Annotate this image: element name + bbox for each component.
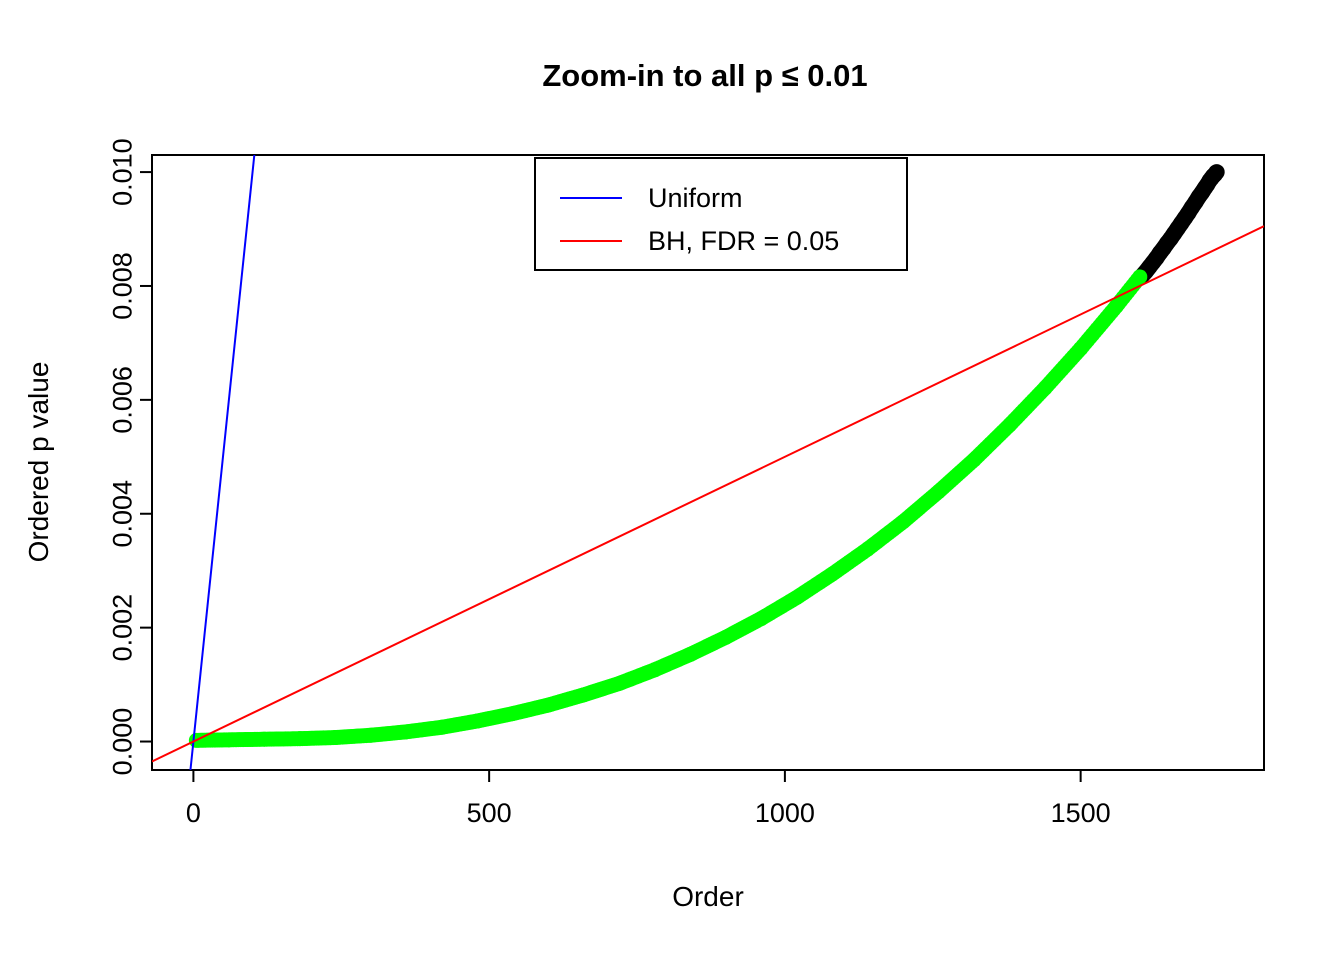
y-tick-label: 0.000	[107, 708, 137, 776]
plot-data-area	[152, 155, 1264, 770]
y-axis-label: Ordered p value	[23, 362, 54, 563]
y-tick-label: 0.010	[107, 138, 137, 206]
legend: Uniform BH, FDR = 0.05	[534, 157, 908, 271]
chart-title: Zoom-in to all p ≤ 0.01	[542, 58, 867, 93]
x-axis-label: Order	[672, 881, 744, 912]
x-tick-label: 1500	[1051, 798, 1111, 828]
x-tick-label: 0	[186, 798, 201, 828]
y-tick-label: 0.002	[107, 594, 137, 662]
bh-line	[152, 225, 1264, 763]
y-tick-label: 0.008	[107, 252, 137, 320]
data-point-bh-significant	[1132, 269, 1148, 285]
x-tick-label: 500	[467, 798, 512, 828]
y-tick-label: 0.006	[107, 366, 137, 434]
legend-label-uniform: Uniform	[648, 183, 743, 213]
legend-box	[534, 157, 908, 271]
data-point-above-bh	[1208, 164, 1225, 181]
x-tick-label: 1000	[755, 798, 815, 828]
plot-render-layer: 0 500 1000 1500 0.000 0.002 0.004 0.006 0.008 0.0…	[107, 138, 1265, 828]
plot-border	[151, 154, 1265, 771]
legend-label-bh: BH, FDR = 0.05	[648, 226, 839, 256]
y-tick-label: 0.004	[107, 480, 137, 548]
